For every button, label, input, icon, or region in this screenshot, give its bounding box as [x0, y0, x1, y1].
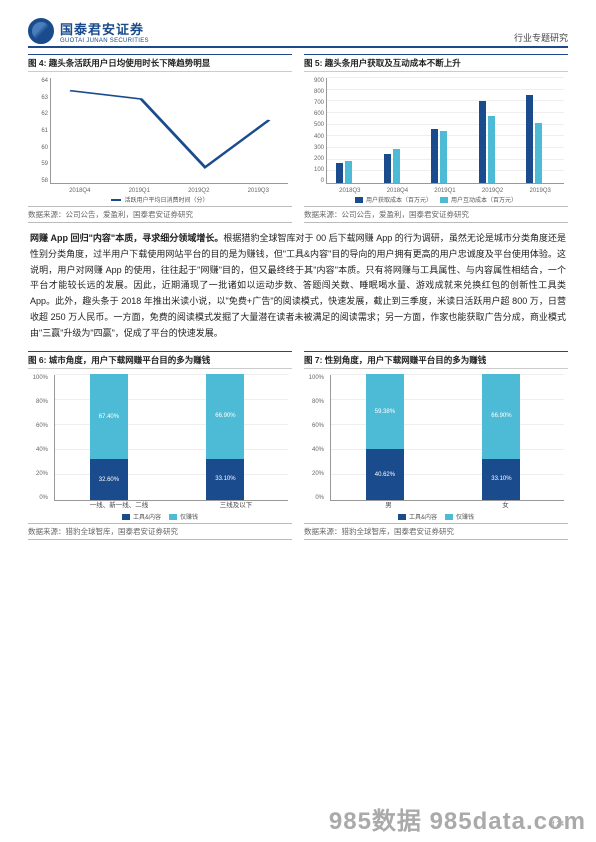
chart6: 100%80%60%40%20%0% 32.60%67.40%33.10%66.…	[28, 369, 292, 519]
chart6-title: 图 6: 城市角度，用户下载网赚平台目的多为赚钱	[28, 351, 292, 369]
chart7: 100%80%60%40%20%0% 40.62%59.38%33.10%66.…	[304, 369, 568, 519]
chart5-title: 图 5: 趣头条用户获取及互动成本不断上升	[304, 54, 568, 72]
body-text: 根据猎豹全球智库对于 00 后下载网赚 App 的行为调研，虽然无论是城市分类角…	[30, 233, 566, 338]
logo-en: GUOTAI JUNAN SECURITIES	[60, 38, 149, 44]
chart4-source: 数据来源：公司公告，爱盈利，国泰君安证券研究	[28, 206, 292, 223]
body-paragraph: 网赚 App 回归"内容"本质，寻求细分领域增长。根据猎豹全球智库对于 00 后…	[28, 231, 568, 341]
body-lead: 网赚 App 回归"内容"本质，寻求细分领域增长。	[30, 233, 223, 243]
brand-logo: 国泰君安证券 GUOTAI JUNAN SECURITIES	[28, 18, 149, 44]
logo-cn: 国泰君安证券	[60, 19, 149, 38]
chart7-source: 数据来源：猎豹全球智库，国泰君安证券研究	[304, 523, 568, 540]
doc-type: 行业专题研究	[514, 31, 568, 44]
chart6-source: 数据来源：猎豹全球智库，国泰君安证券研究	[28, 523, 292, 540]
chart4: 64636261605958 2018Q42019Q12019Q22019Q3 …	[28, 72, 292, 202]
watermark: 985数据 985data.com	[329, 801, 586, 836]
chart7-title: 图 7: 性别角度，用户下载网赚平台目的多为赚钱	[304, 351, 568, 369]
logo-icon	[28, 18, 54, 44]
page-header: 国泰君安证券 GUOTAI JUNAN SECURITIES 行业专题研究	[28, 18, 568, 48]
chart5: 9008007006005004003002001000 2018Q32018Q…	[304, 72, 568, 202]
chart4-title: 图 4: 趣头条活跃用户日均使用时长下降趋势明显	[28, 54, 292, 72]
chart4-legend: 活跃用户平均日消费时间（分）	[124, 195, 208, 204]
chart5-source: 数据来源：公司公告，爱盈利，国泰君安证券研究	[304, 206, 568, 223]
